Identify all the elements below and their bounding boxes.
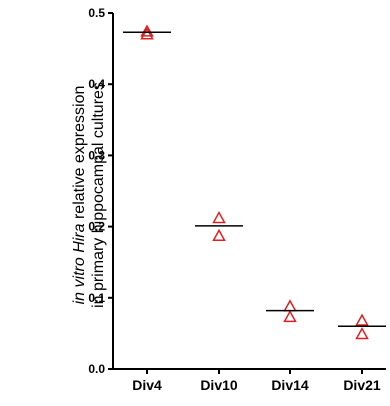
data-point-triangle	[140, 24, 154, 37]
y-axis-label-line-2: in primary hippocampal cultures	[90, 82, 107, 308]
y-tick-label: 0.0	[88, 362, 105, 376]
y-tick-label: 0.3	[88, 148, 105, 162]
y-tick-label: 0.2	[88, 220, 105, 234]
y-axis-label-line-1: in vitro Hira relative expression	[71, 86, 88, 305]
data-point-triangle	[283, 309, 297, 323]
axes: 0.0 0.1 0.2 0.3 0.4 0.5 Div4 Div10 Div14 Div21	[88, 6, 386, 393]
data-point-triangle	[355, 327, 369, 340]
data-point-triangle	[212, 211, 226, 224]
x-tick-label: Div21	[343, 377, 381, 393]
data-marks	[123, 24, 386, 340]
y-axis-label: in vitro Hira relative expression in pri…	[71, 82, 107, 308]
data-point-triangle	[355, 313, 369, 326]
y-axis-label-normal-1: relative expression	[71, 86, 88, 224]
y-tick-label: 0.4	[88, 77, 105, 91]
data-point-triangle	[212, 228, 226, 242]
y-axis-label-normal-2: in primary hippocampal cultures	[90, 82, 107, 308]
x-tick-label: Div14	[271, 377, 309, 393]
y-axis-label-italic-1: in vitro Hira	[71, 223, 88, 304]
data-point-triangle	[140, 27, 154, 40]
y-tick-label: 0.5	[88, 6, 105, 20]
data-point-triangle	[283, 299, 297, 312]
y-tick-label: 0.1	[88, 291, 105, 305]
x-tick-label: Div10	[200, 377, 238, 393]
x-tick-label: Div4	[132, 377, 162, 393]
